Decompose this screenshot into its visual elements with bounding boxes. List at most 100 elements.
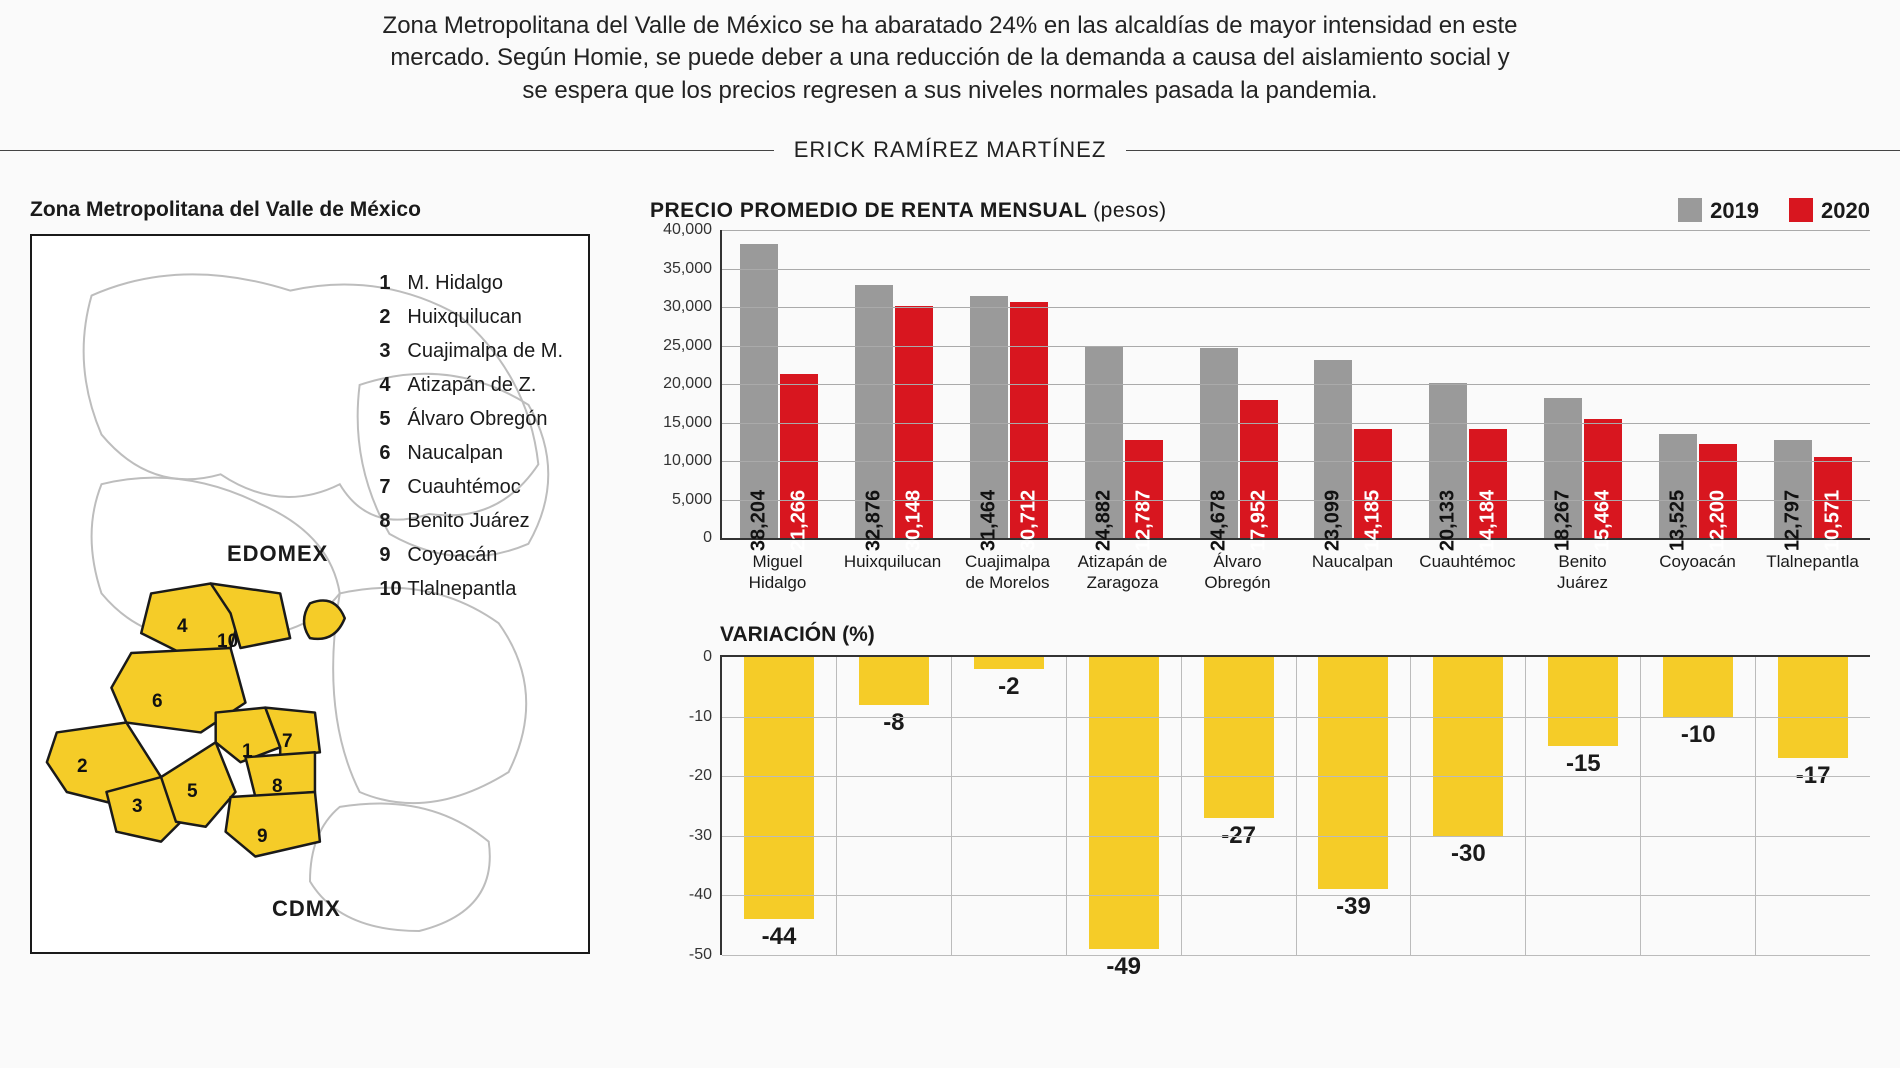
map-region-number: 1	[242, 741, 253, 763]
bar-2020: 30,712	[1010, 302, 1048, 538]
bar-xlabels: MiguelHidalgoHuixquilucanCuajimalpade Mo…	[720, 546, 1870, 593]
bar-ytick: 30,000	[663, 298, 722, 316]
bar-xlabel: Atizapán deZaragoza	[1065, 546, 1180, 593]
bar-xlabel: BenitoJuárez	[1525, 546, 1640, 593]
bar-2020: 14,184	[1469, 429, 1507, 538]
var-group: -15	[1526, 657, 1641, 955]
bar-ytick: 40,000	[663, 221, 722, 239]
var-group: -49	[1067, 657, 1182, 955]
map-region-number: 4	[177, 616, 188, 638]
var-group: -10	[1641, 657, 1756, 955]
bar-xlabel: ÁlvaroObregón	[1180, 546, 1295, 593]
map-legend-item: 6Naucalpan	[379, 436, 563, 470]
bar-ytick: 5,000	[672, 491, 722, 509]
bar-xlabel: Cuauhtémoc	[1410, 546, 1525, 593]
bar-title-thin: (pesos)	[1093, 199, 1167, 222]
bar-2019: 12,797	[1774, 440, 1812, 539]
bar-ytick: 0	[703, 529, 722, 547]
bar-xlabel: Tlalnepantla	[1755, 546, 1870, 593]
bar-2020: 15,464	[1584, 419, 1622, 538]
bar-2019: 31,464	[970, 296, 1008, 538]
charts-panel: PRECIO PROMEDIO DE RENTA MENSUAL (pesos)…	[650, 198, 1870, 955]
map-box: EDOMEX CDMX 1M. Hidalgo2Huixquilucan3Cua…	[30, 234, 590, 954]
var-bar	[1433, 657, 1503, 836]
bar-2020: 12,200	[1699, 444, 1737, 538]
bar-ytick: 20,000	[663, 375, 722, 393]
intro-paragraph: Zona Metropolitana del Valle de México s…	[0, 0, 1900, 137]
map-legend-item: 4Atizapán de Z.	[379, 368, 563, 402]
map-legend-item: 10Tlalnepantla	[379, 572, 563, 606]
bar-ytick: 15,000	[663, 414, 722, 432]
bar-title-bold: PRECIO PROMEDIO DE RENTA MENSUAL	[650, 199, 1087, 222]
var-chart: -44-8-2-49-27-39-30-15-10-17 0-10-20-30-…	[720, 655, 1870, 955]
byline-row: ERICK RAMÍREZ MARTÍNEZ	[0, 137, 1900, 163]
bar-2019: 38,204	[740, 244, 778, 538]
map-label-edomex: EDOMEX	[227, 541, 328, 567]
bar-xlabel: Huixquilucan	[835, 546, 950, 593]
var-bar	[1318, 657, 1388, 889]
byline: ERICK RAMÍREZ MARTÍNEZ	[794, 137, 1107, 163]
bar-2020: 14,185	[1354, 429, 1392, 538]
map-legend-item: 8Benito Juárez	[379, 504, 563, 538]
map-panel: Zona Metropolitana del Valle de México E…	[30, 198, 610, 955]
var-label: -44	[762, 923, 797, 951]
var-ytick: -30	[689, 827, 722, 845]
var-bar	[1204, 657, 1274, 818]
map-region-number: 3	[132, 796, 143, 818]
map-legend-item: 7Cuauhtémoc	[379, 470, 563, 504]
map-region-number: 6	[152, 691, 163, 713]
var-ytick: -50	[689, 946, 722, 964]
var-ytick: -10	[689, 708, 722, 726]
var-group: -30	[1411, 657, 1526, 955]
rule-left	[0, 150, 774, 151]
var-group: -27	[1182, 657, 1297, 955]
var-group: -44	[722, 657, 837, 955]
var-label: -2	[998, 673, 1019, 701]
var-group: -8	[837, 657, 952, 955]
map-label-cdmx: CDMX	[272, 896, 341, 922]
var-chart-title: VARIACIÓN (%)	[720, 623, 1870, 647]
bar-legend: 2019 2020	[1678, 198, 1870, 224]
bar-2019: 13,525	[1659, 434, 1697, 538]
var-label: -39	[1336, 893, 1371, 921]
var-bar	[859, 657, 929, 705]
var-bar	[1089, 657, 1159, 949]
bar-ytick: 35,000	[663, 260, 722, 278]
bar-xlabel: MiguelHidalgo	[720, 546, 835, 593]
legend-2020: 2020	[1789, 198, 1870, 224]
var-ytick: -20	[689, 767, 722, 785]
bar-xlabel: Cuajimalpade Morelos	[950, 546, 1065, 593]
var-bar	[974, 657, 1044, 669]
var-label: -10	[1681, 721, 1716, 749]
bar-2020: 10,571	[1814, 457, 1852, 538]
bar-2019: 24,678	[1200, 348, 1238, 538]
var-bar	[744, 657, 814, 919]
bar-2020: 21,266	[780, 374, 818, 538]
map-region-number: 5	[187, 781, 198, 803]
map-legend-item: 2Huixquilucan	[379, 300, 563, 334]
bar-2020: 12,787	[1125, 440, 1163, 538]
bar-2020: 17,952	[1240, 400, 1278, 538]
map-legend: 1M. Hidalgo2Huixquilucan3Cuajimalpa de M…	[379, 266, 563, 606]
map-region-number: 9	[257, 826, 268, 848]
bar-xlabel: Coyoacán	[1640, 546, 1755, 593]
map-region-number: 2	[77, 756, 88, 778]
legend-2019: 2019	[1678, 198, 1759, 224]
var-ytick: -40	[689, 886, 722, 904]
bar-2019: 23,099	[1314, 360, 1352, 538]
var-bar	[1778, 657, 1848, 758]
map-legend-item: 5Álvaro Obregón	[379, 402, 563, 436]
var-bar	[1663, 657, 1733, 717]
bar-ytick: 25,000	[663, 337, 722, 355]
bar-chart: 38,20421,26632,87630,14831,46430,71224,8…	[720, 230, 1870, 540]
map-region-number: 8	[272, 776, 283, 798]
var-label: -15	[1566, 750, 1601, 778]
var-label: -30	[1451, 840, 1486, 868]
var-group: -2	[952, 657, 1067, 955]
rule-right	[1126, 150, 1900, 151]
map-legend-item: 9Coyoacán	[379, 538, 563, 572]
var-group: -39	[1297, 657, 1412, 955]
bar-chart-title: PRECIO PROMEDIO DE RENTA MENSUAL (pesos)	[650, 199, 1167, 223]
bar-xlabel: Naucalpan	[1295, 546, 1410, 593]
map-legend-item: 3Cuajimalpa de M.	[379, 334, 563, 368]
